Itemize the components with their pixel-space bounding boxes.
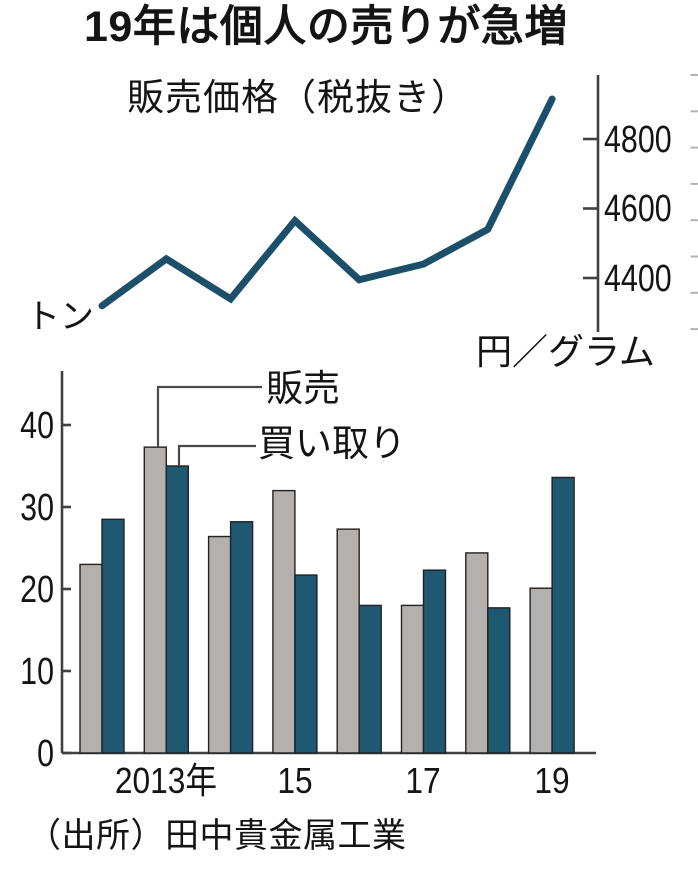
line-unit-label: 円／グラム [476, 331, 655, 372]
line-ytick-4800: 4800 [604, 119, 672, 161]
legend-sales-label: 販売 [266, 368, 340, 409]
price-line-series [98, 95, 556, 310]
bar-ytick-30: 30 [20, 487, 54, 529]
bar-xtick-19: 19 [534, 760, 570, 801]
line-chart-right-axis [583, 75, 600, 332]
bar-ytick-10: 10 [20, 651, 54, 693]
bar-xtick-15: 15 [277, 760, 313, 801]
line-ytick-4600: 4600 [604, 188, 672, 230]
source-note: （出所）田中貴金属工業 [27, 817, 407, 855]
line-chart-title: 販売価格（税抜き） [127, 77, 469, 118]
figure-title: 19年は個人の売りが急増 [84, 3, 568, 51]
line-ytick-4400: 4400 [604, 258, 672, 300]
bar-unit-label: トン [26, 298, 94, 336]
bar-xtick-17: 17 [405, 760, 441, 801]
bar-xtick-2013: 2013年 [114, 760, 218, 801]
bar-ytick-0: 0 [37, 733, 54, 775]
bar-ytick-20: 20 [20, 569, 54, 611]
bar-series [79, 446, 575, 754]
legend-buyback-label: 買い取り [258, 423, 406, 464]
legend-connectors [156, 385, 262, 466]
bar-ytick-40: 40 [20, 405, 54, 447]
page-edge-ticks [690, 74, 698, 331]
